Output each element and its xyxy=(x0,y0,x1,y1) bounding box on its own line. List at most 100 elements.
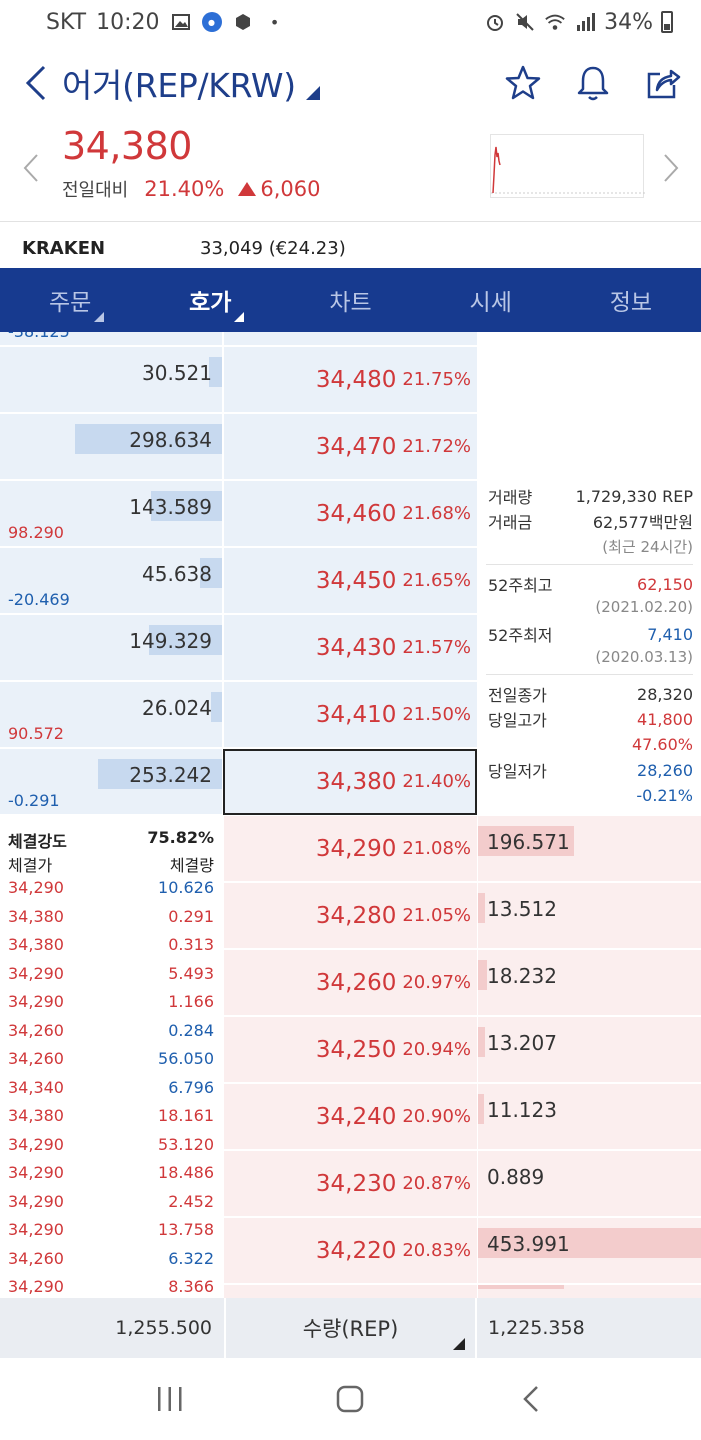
bell-icon xyxy=(577,66,609,101)
bid-price-cell[interactable]: 34,230 20.87% xyxy=(224,1151,477,1217)
ask-price-cell[interactable]: 34,480 21.75% xyxy=(224,347,477,413)
day-low-pct: -0.21% xyxy=(636,785,693,805)
bid-qty-cell[interactable]: 13.512 xyxy=(478,883,701,949)
tab-orderbook[interactable]: 호가 xyxy=(140,268,280,332)
trade-price: 34,380 xyxy=(8,935,64,954)
next-coin-button[interactable] xyxy=(656,148,686,188)
trade-price: 34,380 xyxy=(8,906,64,926)
bid-row[interactable]: 34,280 21.05% 13.512 xyxy=(0,883,701,950)
ask-qty-cell[interactable]: 45.638 -20.469 xyxy=(0,548,222,614)
bid-row[interactable]: 34,250 20.94% 13.207 xyxy=(0,1017,701,1084)
bid-qty-cell[interactable]: 0.889 xyxy=(478,1151,701,1217)
ask-qty-bar xyxy=(200,558,222,588)
change-amount: 6,060 xyxy=(260,177,321,201)
ask-row[interactable]: 30.521 34,480 21.75% xyxy=(0,347,701,414)
ask-row[interactable]: 253.242 -0.291 34,380 21.40% xyxy=(0,749,701,816)
tab-info[interactable]: 정보 xyxy=(561,268,701,332)
up-arrow-icon xyxy=(238,182,257,196)
market-selector-caret-icon[interactable] xyxy=(305,86,320,100)
ask-pct: 21.65% xyxy=(402,570,471,591)
ask-qty-cell[interactable]: 149.329 xyxy=(0,615,222,681)
strength-value: 75.82% xyxy=(147,828,214,847)
home-button[interactable] xyxy=(320,1369,380,1429)
trade-price: 34,260 xyxy=(8,1049,64,1068)
ask-price-cell[interactable]: 34,450 21.65% xyxy=(224,548,477,614)
change-label: 전일대비 xyxy=(62,180,129,201)
trade-qty: 1.166 xyxy=(168,992,214,1011)
bid-price-cell[interactable]: 34,220 20.83% xyxy=(224,1218,477,1284)
recent-apps-button[interactable] xyxy=(140,1369,200,1429)
bid-price-cell[interactable]: 34,240 20.90% xyxy=(224,1084,477,1150)
bid-qty-cell[interactable]: 453.991 xyxy=(478,1218,701,1284)
trade-qty: 0.291 xyxy=(168,906,214,926)
tab-market[interactable]: 시세 xyxy=(421,268,561,332)
ask-row[interactable]: 45.638 -20.469 34,450 21.65% xyxy=(0,548,701,615)
bid-row[interactable]: 34,260 20.97% 18.232 xyxy=(0,950,701,1017)
ask-price-cell[interactable]: 34,380 21.40% xyxy=(224,749,477,815)
caret-icon xyxy=(453,1338,465,1350)
chevron-left-icon xyxy=(25,65,46,101)
bid-qty-cell[interactable]: 196.571 xyxy=(478,816,701,882)
bid-qty-cell[interactable]: 11.123 xyxy=(478,1084,701,1150)
prev-coin-button[interactable] xyxy=(16,148,46,188)
chevron-right-icon xyxy=(664,154,679,182)
day-low-value: 28,260 xyxy=(637,760,693,780)
bid-price: 34,260 xyxy=(315,969,397,996)
tab-chart[interactable]: 차트 xyxy=(280,268,420,332)
exchange-reference: KRAKEN 33,049 (€24.23) xyxy=(0,228,701,268)
bid-qty: 0.889 xyxy=(487,1165,545,1189)
ask-qty-cell[interactable]: 143.589 98.290 xyxy=(0,481,222,547)
exchange-price: 33,049 (€24.23) xyxy=(200,237,346,259)
trade-qty: 0.313 xyxy=(168,935,214,954)
ask-price: 34,430 xyxy=(315,634,397,661)
bid-row[interactable]: 34,230 20.87% 0.889 xyxy=(0,1151,701,1218)
back-button[interactable] xyxy=(14,61,58,105)
bid-price-cell[interactable]: 34,250 20.94% xyxy=(224,1017,477,1083)
ask-price-cell[interactable]: 34,460 21.68% xyxy=(224,481,477,547)
day-high-pct: 47.60% xyxy=(631,734,693,754)
trade-row: 34,290 5.493 xyxy=(8,964,214,992)
bid-row[interactable]: 34,240 20.90% 11.123 xyxy=(0,1084,701,1151)
trade-price: 34,290 xyxy=(8,1220,64,1239)
bid-qty: 11.123 xyxy=(487,1098,557,1122)
partial-side-value: -38.125 xyxy=(8,332,70,341)
bid-qty-cell[interactable]: 13.207 xyxy=(478,1017,701,1083)
tab-order[interactable]: 주문 xyxy=(0,268,140,332)
ask-row[interactable]: 143.589 98.290 34,460 21.68% xyxy=(0,481,701,548)
ask-row[interactable]: 26.024 90.572 34,410 21.50% xyxy=(0,682,701,749)
mini-chart[interactable] xyxy=(490,134,645,198)
page-title[interactable]: 어거(REP/KRW) xyxy=(62,66,296,105)
trade-price: 34,290 xyxy=(8,1191,64,1211)
totals-bar: 1,255.500 수량(REP) 1,225.358 xyxy=(0,1298,701,1358)
trade-history[interactable]: 체결강도 75.82% 체결가 체결량 34,290 10.626 34,380 0.… xyxy=(0,816,222,1298)
trade-qty: 18.161 xyxy=(158,1106,214,1125)
trade-row: 34,340 6.796 xyxy=(8,1078,214,1106)
ask-price-cell[interactable]: 34,410 21.50% xyxy=(224,682,477,748)
tab-label: 주문 xyxy=(48,290,92,316)
stat-label: 52주최고 xyxy=(488,576,553,595)
share-button[interactable] xyxy=(643,63,683,103)
day-high-value: 41,800 xyxy=(637,709,693,729)
bid-price: 34,290 xyxy=(315,835,397,862)
order-book[interactable]: -38.125 30.52134,48021.75%298.63434,4702… xyxy=(0,332,701,1298)
bid-price-cell[interactable]: 34,290 21.08% xyxy=(224,816,477,882)
favorite-button[interactable] xyxy=(503,63,543,103)
ask-row[interactable]: 149.329 34,430 21.57% xyxy=(0,615,701,682)
bid-row[interactable]: 34,290 21.08% 196.571 xyxy=(0,816,701,883)
bid-price-cell[interactable]: 34,260 20.97% xyxy=(224,950,477,1016)
unit-selector[interactable]: 수량(REP) xyxy=(224,1298,477,1358)
price-summary: 34,380 전일대비 21.40% 6,060 xyxy=(0,118,701,222)
ask-qty-cell[interactable]: 253.242 -0.291 xyxy=(0,749,222,815)
stat-label: 거래량 xyxy=(488,488,533,507)
ask-qty-cell[interactable]: 298.634 xyxy=(0,414,222,480)
system-back-button[interactable] xyxy=(501,1369,561,1429)
bid-price-cell[interactable]: 34,280 21.05% xyxy=(224,883,477,949)
ask-price-cell[interactable]: 34,430 21.57% xyxy=(224,615,477,681)
ask-price-cell[interactable]: 34,470 21.72% xyxy=(224,414,477,480)
alert-button[interactable] xyxy=(573,63,613,103)
bid-row[interactable]: 34,220 20.83% 453.991 xyxy=(0,1218,701,1285)
ask-row[interactable]: 298.634 34,470 21.72% xyxy=(0,414,701,481)
bid-qty-cell[interactable]: 18.232 xyxy=(478,950,701,1016)
ask-qty-cell[interactable]: 26.024 90.572 xyxy=(0,682,222,748)
ask-qty-cell[interactable]: 30.521 xyxy=(0,347,222,413)
